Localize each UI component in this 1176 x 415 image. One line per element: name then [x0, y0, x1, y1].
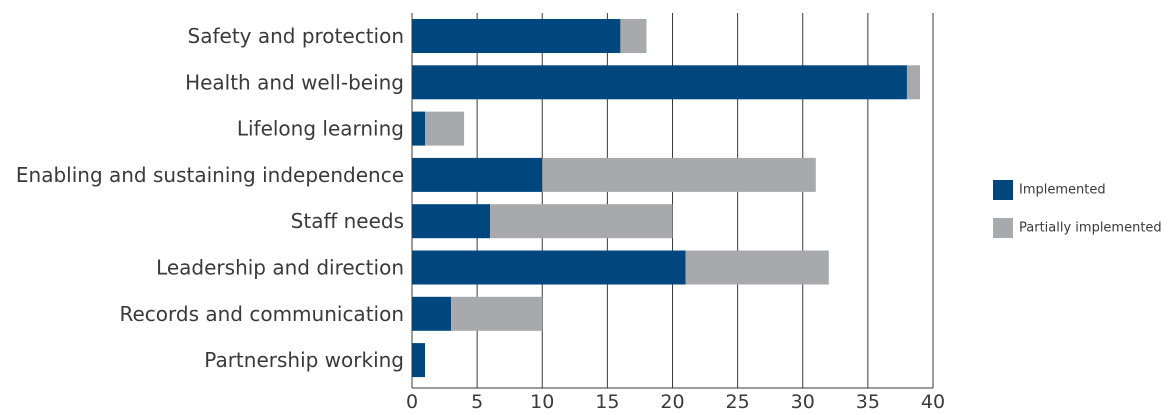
axes: [411, 13, 933, 389]
bar-implemented-6: [412, 296, 452, 331]
bar-implemented-7: [412, 343, 426, 378]
category-label: Safety and protection: [188, 24, 404, 48]
bar-implemented-4: [412, 204, 491, 239]
bar-partially-implemented-0: [620, 19, 647, 53]
bar-implemented-2: [412, 111, 426, 146]
bars: [412, 19, 920, 378]
category-label: Staff needs: [291, 209, 404, 233]
x-tick-label: 5: [471, 391, 483, 413]
category-label: Leadership and direction: [156, 256, 404, 280]
x-tick-label: 25: [726, 391, 750, 413]
x-tick-label: 20: [660, 391, 684, 413]
bar-partially-implemented-4: [490, 204, 673, 239]
legend-label: Implemented: [1019, 183, 1106, 198]
bar-implemented-1: [412, 65, 907, 100]
x-tick-label: 40: [921, 391, 945, 413]
x-tick-label: 0: [406, 391, 418, 413]
category-label: Health and well-being: [185, 70, 404, 94]
x-tick-labels: 0 5 10 15 20 25 30 35 40: [406, 391, 945, 413]
bar-partially-implemented-5: [685, 250, 829, 285]
bar-partially-implemented-1: [906, 65, 920, 100]
category-label: Enabling and sustaining independence: [16, 163, 404, 187]
x-tick-label: 35: [856, 391, 880, 413]
legend: Implemented Partially implemented: [993, 180, 1162, 238]
legend-label: Partially implemented: [1019, 221, 1162, 236]
bar-partially-implemented-3: [542, 157, 816, 192]
category-labels: Safety and protection Health and well-bei…: [16, 24, 404, 372]
x-tick-label: 10: [530, 391, 554, 413]
legend-swatch-implemented: [993, 180, 1013, 200]
x-tick-label: 15: [595, 391, 619, 413]
bar-partially-implemented-2: [425, 111, 465, 146]
bar-implemented-3: [412, 157, 543, 192]
bar-implemented-0: [412, 19, 621, 53]
category-label: Lifelong learning: [237, 117, 404, 141]
category-label: Records and communication: [119, 302, 404, 326]
bar-implemented-5: [412, 250, 686, 285]
legend-swatch-partially-implemented: [993, 218, 1013, 238]
category-label: Partnership working: [204, 348, 404, 372]
x-tick-label: 30: [791, 391, 815, 413]
bar-partially-implemented-6: [451, 296, 543, 331]
